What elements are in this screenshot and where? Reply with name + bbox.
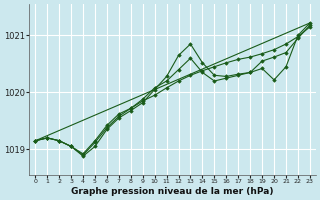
X-axis label: Graphe pression niveau de la mer (hPa): Graphe pression niveau de la mer (hPa) (71, 187, 274, 196)
